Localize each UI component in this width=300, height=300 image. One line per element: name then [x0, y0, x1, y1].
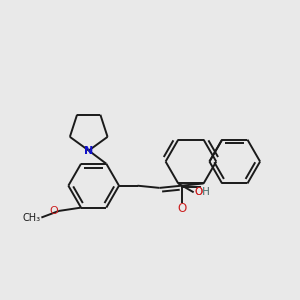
Text: OH: OH [195, 187, 211, 197]
Text: CH₃: CH₃ [22, 212, 40, 223]
Text: H: H [202, 187, 210, 197]
Text: O: O [177, 202, 186, 215]
Text: N: N [84, 146, 93, 156]
Text: O: O [49, 206, 58, 216]
Text: O: O [195, 187, 203, 197]
